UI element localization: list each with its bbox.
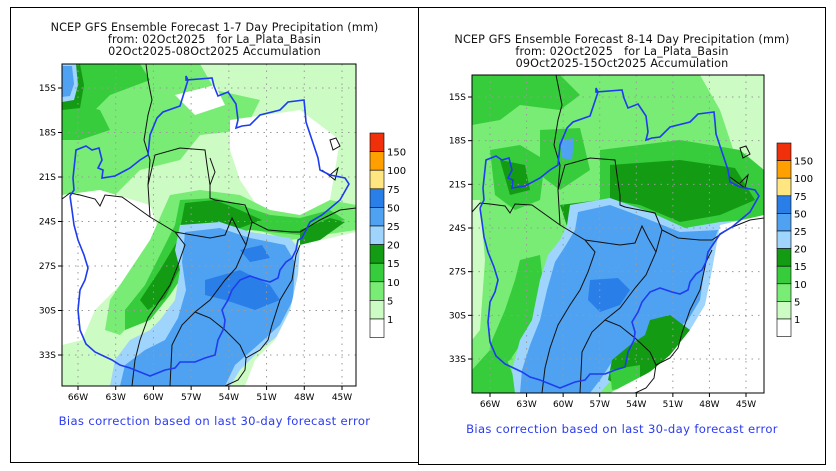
legend-label: 10	[387, 278, 400, 289]
legend-label: 25	[387, 222, 400, 233]
legend-swatch	[776, 195, 792, 214]
color-legend: 150 100 75 50 25 20 15 10 5 1	[369, 132, 406, 338]
lon-tick-label: 45W	[332, 393, 352, 403]
legend-swatch	[776, 265, 792, 285]
lat-tick-label: 33S	[449, 355, 466, 365]
panel-title-line1: NCEP GFS Ensemble Forecast 8-14 Day Prec…	[454, 33, 790, 46]
legend-label: 150	[794, 157, 813, 168]
lat-tick-label: 15S	[449, 93, 466, 103]
legend-label: 50	[794, 209, 807, 220]
panel-title-line3: 09Oct2025-15Oct2025 Accumulation	[515, 57, 729, 70]
lon-tick-label: 54W	[626, 400, 646, 410]
panel-title-line2: from: 02Oct2025 for La_Plata_Basin	[107, 33, 322, 46]
legend-label: 75	[387, 185, 400, 196]
lon-tick-label: 63W	[516, 400, 536, 410]
lat-tick-label: 30S	[39, 307, 56, 317]
legend-swatch	[776, 318, 792, 337]
legend-label: 150	[387, 148, 406, 159]
panel-title-line3: 02Oct2025-08Oct2025 Accumulation	[108, 45, 321, 58]
legend-label: 10	[794, 280, 807, 291]
legend-swatch	[776, 177, 792, 197]
bias-correction-note: Bias correction based on last 30-day for…	[466, 422, 778, 436]
country-borders	[61, 63, 357, 387]
legend-label: 75	[794, 192, 807, 203]
legend-swatch	[776, 301, 792, 320]
lat-tick-label: 15S	[39, 84, 56, 94]
map-frame	[471, 74, 765, 394]
legend-label: 1	[387, 315, 393, 326]
lat-tick-label: 24S	[39, 218, 56, 228]
lat-tick-label: 30S	[449, 311, 466, 321]
lon-tick-label: 48W	[294, 393, 314, 403]
lat-tick-label: 27S	[39, 262, 56, 272]
lon-tick-label: 45W	[736, 400, 756, 410]
legend-label: 15	[794, 262, 807, 273]
lon-tick-label: 60W	[553, 400, 573, 410]
lon-tick-label: 60W	[143, 393, 163, 403]
legend-label: 5	[387, 296, 393, 307]
legend-label: 50	[387, 203, 400, 214]
panel-title-line1: NCEP GFS Ensemble Forecast 1-7 Day Preci…	[50, 21, 379, 34]
bias-correction-note: Bias correction based on last 30-day for…	[58, 414, 371, 428]
legend-label: 5	[794, 297, 800, 308]
lon-tick-label: 66W	[480, 400, 500, 410]
lon-tick-label: 51W	[663, 400, 683, 410]
lat-tick-label: 18S	[39, 129, 56, 139]
lat-tick-label: 18S	[449, 137, 466, 147]
lon-tick-label: 63W	[106, 393, 126, 403]
lat-tick-label: 21S	[39, 173, 56, 183]
basin-outline	[69, 75, 350, 377]
lon-tick-label: 51W	[256, 393, 276, 403]
legend-swatch	[369, 318, 385, 338]
legend-swatch	[776, 283, 792, 302]
legend-label: 20	[387, 241, 400, 252]
lat-tick-label: 21S	[449, 180, 466, 190]
lat-tick-label: 27S	[449, 268, 466, 278]
legend-swatch	[776, 142, 792, 161]
legend-swatch	[776, 160, 792, 179]
legend-swatch	[776, 230, 792, 249]
lon-tick-label: 57W	[590, 400, 610, 410]
legend-swatch	[776, 248, 792, 267]
basin-outline	[479, 87, 760, 389]
lat-tick-label: 24S	[449, 224, 466, 234]
map-frame	[61, 63, 357, 387]
color-legend: 150 100 75 50 25 20 15 10 5 1	[776, 142, 813, 337]
axis-ticks: 66W 63W 60W 57W 54W 51W 48W 45W 15S 18S 21S 24S 27S 3…	[449, 93, 756, 410]
lat-tick-label: 33S	[39, 351, 56, 361]
legend-swatch	[776, 213, 792, 232]
panel-title-line2: from: 02Oct2025 for La_Plata_Basin	[515, 45, 729, 58]
legend-label: 100	[387, 166, 406, 177]
legend-label: 15	[387, 259, 400, 270]
legend-label: 100	[794, 174, 813, 185]
lon-tick-label: 48W	[699, 400, 719, 410]
legend-label: 20	[794, 245, 807, 256]
lon-tick-label: 66W	[68, 393, 88, 403]
legend-label: 1	[794, 315, 800, 326]
axis-ticks: 66W 63W 60W 57W 54W 51W 48W 45W 15S 18S 21S 24S 27S 3…	[39, 84, 352, 403]
legend-label: 25	[794, 227, 807, 238]
precip-field	[62, 64, 356, 386]
country-borders	[471, 74, 765, 394]
map-grid	[472, 75, 764, 393]
lon-tick-label: 54W	[219, 393, 239, 403]
lon-tick-label: 57W	[181, 393, 201, 403]
